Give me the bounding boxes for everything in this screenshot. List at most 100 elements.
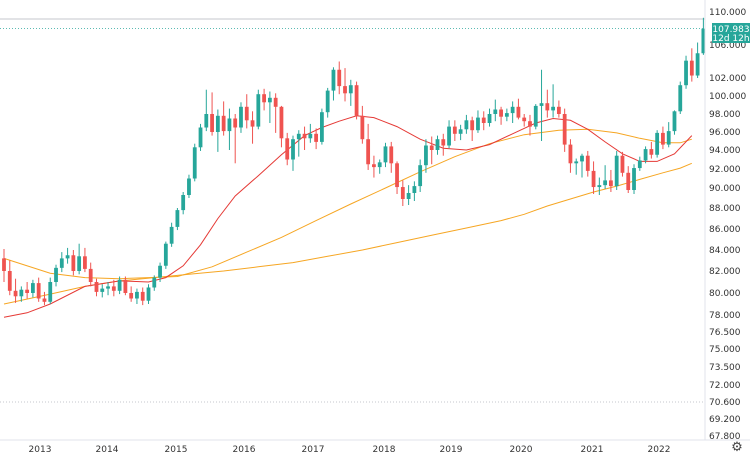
- candle-body: [626, 172, 631, 190]
- y-tick-label: 110.000: [709, 8, 746, 18]
- candle: [308, 123, 313, 143]
- candle-body: [273, 97, 278, 107]
- candle: [71, 250, 76, 276]
- x-tick-label: 2015: [165, 445, 188, 455]
- candle-body: [146, 287, 151, 301]
- candle: [135, 288, 139, 304]
- candle-body: [19, 289, 24, 297]
- candle: [250, 111, 255, 144]
- candle-body: [13, 290, 18, 297]
- candle-body: [695, 53, 700, 76]
- candle: [649, 141, 654, 159]
- candle-body: [239, 106, 243, 128]
- candle-body: [499, 109, 503, 117]
- candle-body: [452, 126, 457, 134]
- candle: [424, 139, 428, 173]
- candle: [672, 110, 677, 135]
- candle-body: [279, 106, 284, 139]
- candle: [562, 108, 567, 152]
- candle: [568, 139, 573, 173]
- candle: [296, 130, 301, 157]
- candle: [106, 282, 110, 296]
- candle-body: [620, 155, 625, 173]
- candle-body: [227, 118, 232, 132]
- candle-body: [372, 164, 376, 168]
- y-tick-label: 78.000: [709, 311, 741, 321]
- candle-body: [701, 28, 706, 54]
- candle: [372, 155, 376, 178]
- candle: [337, 61, 342, 95]
- candle: [435, 135, 440, 155]
- candle-body: [187, 178, 191, 195]
- candle-body: [291, 139, 295, 160]
- candle-body: [36, 283, 41, 299]
- candle: [389, 141, 394, 173]
- candle: [314, 128, 319, 150]
- ma-long-line: [3, 162, 692, 305]
- candle-body: [666, 131, 671, 145]
- candle-body: [77, 256, 82, 271]
- candle-body: [522, 117, 527, 122]
- candle-body: [539, 103, 544, 106]
- candle-body: [661, 132, 665, 145]
- y-tick-label: 96.000: [709, 128, 741, 138]
- candle-body: [672, 111, 677, 132]
- candle-body: [152, 277, 157, 288]
- candle: [458, 124, 463, 141]
- candle-body: [106, 286, 110, 289]
- candle: [36, 277, 41, 302]
- candle: [100, 284, 105, 298]
- candle: [88, 262, 93, 287]
- candle-body: [684, 60, 688, 86]
- y-tick-label: 69.200: [709, 415, 741, 425]
- candle-body: [504, 113, 509, 117]
- candle: [42, 291, 47, 306]
- candle-body: [163, 243, 168, 266]
- candle: [551, 84, 555, 118]
- candle: [198, 123, 203, 151]
- candle: [320, 108, 324, 145]
- x-tick-label: 2018: [373, 445, 396, 455]
- candle-body: [111, 286, 116, 291]
- candle: [464, 114, 469, 134]
- candle: [31, 279, 35, 298]
- candle: [614, 150, 619, 190]
- candle: [239, 102, 243, 133]
- y-tick-label: 82.000: [709, 267, 741, 277]
- candle: [441, 133, 446, 156]
- candle-body: [545, 103, 550, 111]
- candle: [83, 247, 87, 273]
- candle: [400, 180, 405, 206]
- candle: [377, 159, 382, 174]
- candle: [267, 91, 272, 123]
- candle-body: [585, 155, 590, 171]
- candle-body: [591, 170, 596, 188]
- candle: [325, 87, 330, 118]
- candle-body: [7, 271, 12, 291]
- candle-body: [210, 114, 214, 132]
- candle: [285, 132, 290, 166]
- gear-icon[interactable]: ⚙: [731, 440, 743, 455]
- x-tick-label: 2017: [302, 445, 325, 455]
- candle: [13, 278, 18, 303]
- price-axis[interactable]: 110.000 106.000 102.000 100.000 98.000 96.000…: [709, 8, 746, 442]
- candle-body: [435, 139, 440, 150]
- x-tick-label: 2021: [581, 445, 604, 455]
- candle-body: [395, 163, 399, 188]
- candle: [597, 177, 602, 195]
- y-tick-label: 76.500: [709, 328, 741, 338]
- candle: [429, 136, 434, 165]
- candle: [256, 89, 261, 130]
- y-tick-label: 92.000: [709, 165, 741, 175]
- candle: [331, 67, 336, 101]
- candle-body: [464, 120, 469, 130]
- candle: [244, 94, 249, 129]
- candle-body: [516, 106, 521, 118]
- candle: [447, 120, 451, 149]
- candle: [666, 122, 671, 148]
- candle-body: [418, 165, 423, 187]
- candle-body: [181, 195, 186, 211]
- candle: [233, 114, 238, 164]
